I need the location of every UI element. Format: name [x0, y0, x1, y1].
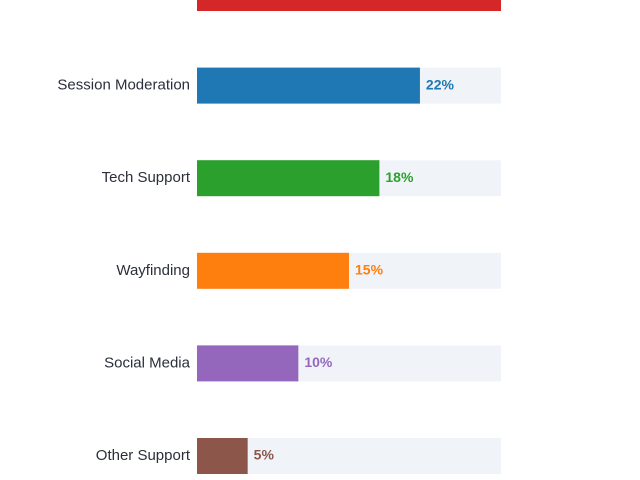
value-label: 10% [304, 354, 333, 370]
value-label: 5% [254, 447, 275, 463]
category-label: Tech Support [102, 169, 191, 186]
category-label: Wayfinding [116, 262, 190, 279]
category-label: Session Moderation [57, 77, 190, 94]
bar [197, 67, 420, 104]
bar [197, 438, 248, 474]
category-label: Social Media [104, 354, 191, 371]
value-label: 22% [426, 76, 455, 92]
value-label: 15% [355, 262, 384, 278]
bar [197, 252, 349, 289]
bar [197, 0, 501, 11]
bar [197, 345, 299, 382]
category-label: Other Support [96, 447, 191, 464]
value-label: 18% [385, 169, 414, 185]
bar [197, 160, 380, 197]
